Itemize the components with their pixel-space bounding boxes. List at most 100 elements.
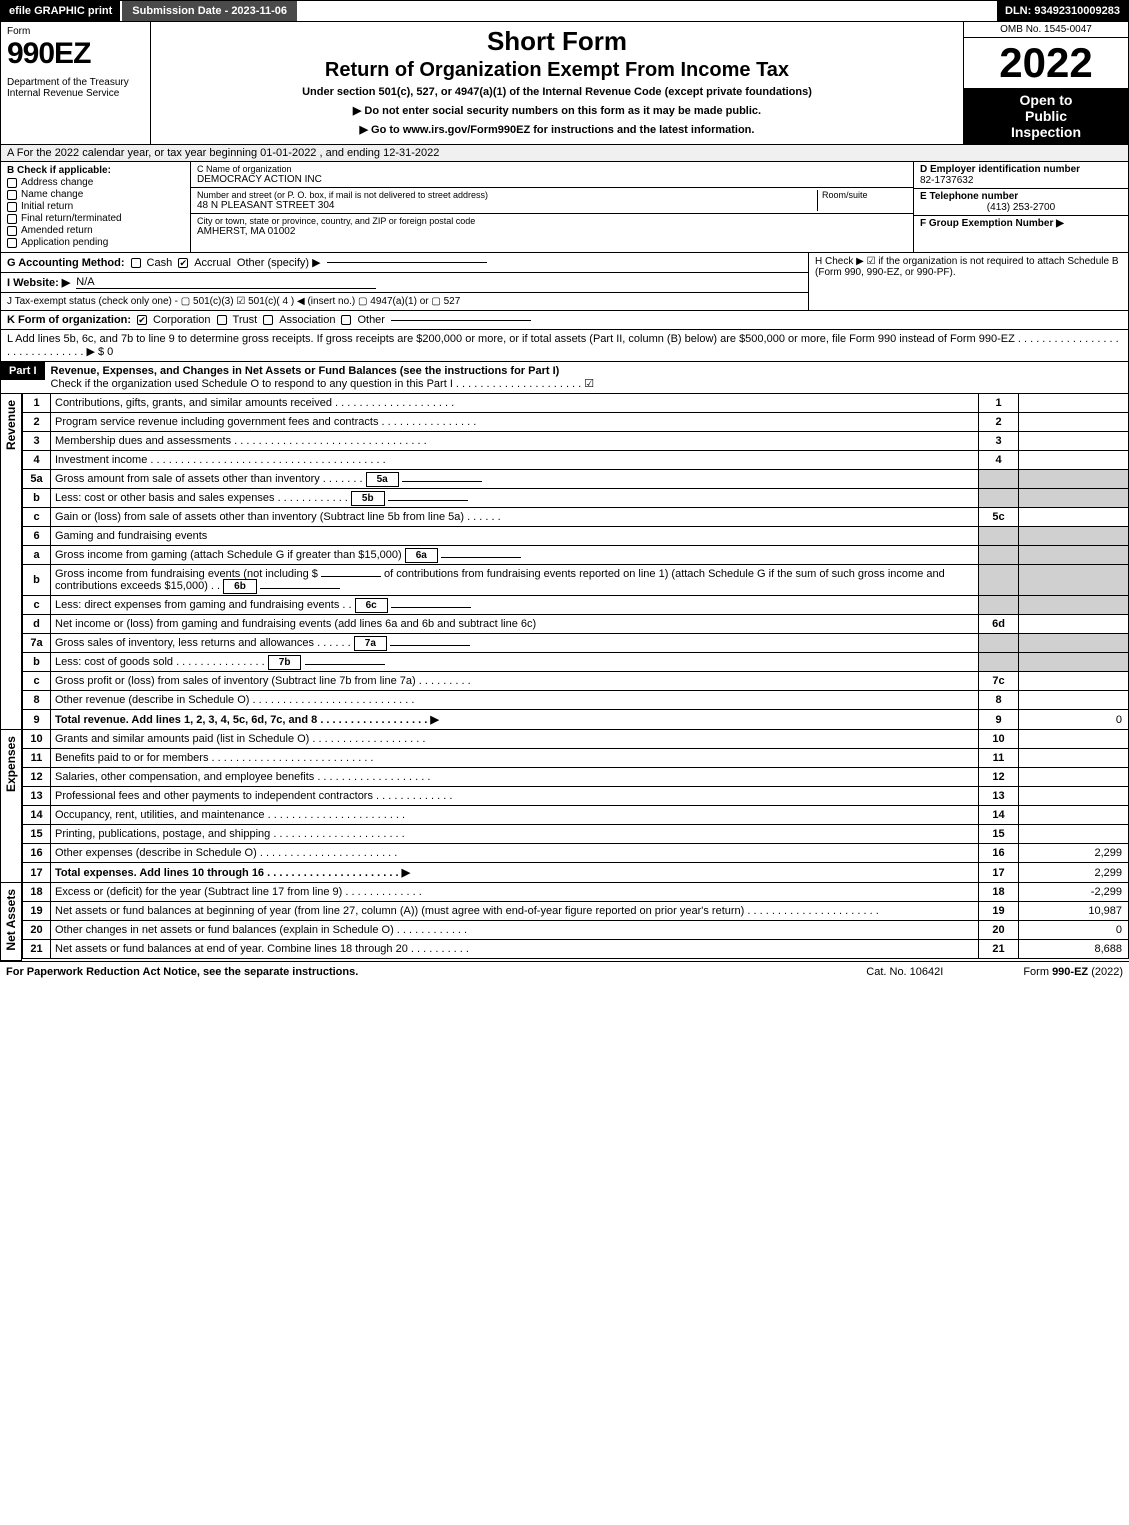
subtitle: Under section 501(c), 527, or 4947(a)(1)…	[159, 86, 955, 98]
ein-label: D Employer identification number	[920, 164, 1080, 175]
ln13-desc: Professional fees and other payments to …	[51, 787, 979, 806]
block-b: B Check if applicable: Address change Na…	[1, 162, 191, 252]
ln16-num: 16	[23, 844, 51, 863]
k-other-input[interactable]	[391, 320, 531, 321]
ln6d-num: d	[23, 615, 51, 634]
efile-label[interactable]: efile GRAPHIC print	[1, 1, 120, 21]
ln6d-ref: 6d	[979, 615, 1019, 634]
ln6-num: 6	[23, 527, 51, 546]
k-opt-0: Corporation	[153, 314, 210, 326]
ln5a-ref	[979, 470, 1019, 489]
c-city-label: City or town, state or province, country…	[197, 216, 907, 226]
form-number: 990EZ	[7, 37, 144, 71]
ln7c-num: c	[23, 672, 51, 691]
expenses-section: Expenses 10Grants and similar amounts pa…	[0, 730, 1129, 883]
badge-line3: Inspection	[968, 124, 1124, 140]
ln9-ref: 9	[979, 710, 1019, 730]
part1-badge: Part I	[1, 362, 45, 380]
tel-value: (413) 253-2700	[920, 202, 1122, 213]
ln4-desc: Investment income . . . . . . . . . . . …	[51, 451, 979, 470]
netassets-table: 18Excess or (deficit) for the year (Subt…	[22, 883, 1129, 959]
ln20-ref: 20	[979, 921, 1019, 940]
ln9-amt: 0	[1019, 710, 1129, 730]
org-address: 48 N PLEASANT STREET 304	[197, 200, 817, 211]
ln21-amt: 8,688	[1019, 940, 1129, 959]
ln8-num: 8	[23, 691, 51, 710]
b-opt-2: Initial return	[21, 201, 73, 212]
ln17-ref: 17	[979, 863, 1019, 883]
ln3-desc: Membership dues and assessments . . . . …	[51, 432, 979, 451]
ln6c-amt	[1019, 596, 1129, 615]
ln19-num: 19	[23, 902, 51, 921]
org-city: AMHERST, MA 01002	[197, 226, 907, 237]
line-a: A For the 2022 calendar year, or tax yea…	[0, 145, 1129, 162]
ln8-amt	[1019, 691, 1129, 710]
ln7c-ref: 7c	[979, 672, 1019, 691]
ln6a-desc: Gross income from gaming (attach Schedul…	[51, 546, 979, 565]
chk-association[interactable]	[263, 315, 273, 325]
ln5a-num: 5a	[23, 470, 51, 489]
box-6a: 6a	[405, 548, 438, 563]
ln6c-ref	[979, 596, 1019, 615]
chk-cash[interactable]	[131, 258, 141, 268]
part1-sub: Check if the organization used Schedule …	[51, 378, 595, 390]
b-opt-1: Name change	[21, 189, 83, 200]
chk-accrual[interactable]	[178, 258, 188, 268]
dln: DLN: 93492310009283	[997, 1, 1128, 21]
g-other-input[interactable]	[327, 262, 487, 263]
part1-header: Part I Revenue, Expenses, and Changes in…	[0, 362, 1129, 394]
ln1-ref: 1	[979, 394, 1019, 413]
chk-amended-return[interactable]	[7, 226, 17, 236]
ln4-ref: 4	[979, 451, 1019, 470]
ln15-amt	[1019, 825, 1129, 844]
form-header: Form 990EZ Department of the Treasury In…	[0, 22, 1129, 145]
ln16-ref: 16	[979, 844, 1019, 863]
chk-trust[interactable]	[217, 315, 227, 325]
open-public-badge: Open to Public Inspection	[964, 88, 1128, 144]
i-label: I Website: ▶	[7, 276, 70, 289]
ln21-desc: Net assets or fund balances at end of ye…	[51, 940, 979, 959]
ln5c-amt	[1019, 508, 1129, 527]
ln11-amt	[1019, 749, 1129, 768]
chk-corporation[interactable]	[137, 315, 147, 325]
g-opt-2: Other (specify) ▶	[237, 256, 321, 269]
ln10-desc: Grants and similar amounts paid (list in…	[51, 730, 979, 749]
dept-label: Department of the Treasury Internal Reve…	[7, 77, 144, 99]
ln17-amt: 2,299	[1019, 863, 1129, 883]
ln6d-desc: Net income or (loss) from gaming and fun…	[51, 615, 979, 634]
b-opt-3: Final return/terminated	[21, 213, 122, 224]
expenses-side-label: Expenses	[0, 730, 22, 883]
ln18-num: 18	[23, 883, 51, 902]
chk-address-change[interactable]	[7, 178, 17, 188]
ln6b-desc: Gross income from fundraising events (no…	[51, 565, 979, 596]
ln7c-desc: Gross profit or (loss) from sales of inv…	[51, 672, 979, 691]
ln20-num: 20	[23, 921, 51, 940]
ln7a-ref	[979, 634, 1019, 653]
chk-name-change[interactable]	[7, 190, 17, 200]
form-title-block: Short Form Return of Organization Exempt…	[151, 22, 963, 144]
ln7c-amt	[1019, 672, 1129, 691]
revenue-side-label: Revenue	[0, 394, 22, 730]
chk-other-org[interactable]	[341, 315, 351, 325]
ln19-desc: Net assets or fund balances at beginning…	[51, 902, 979, 921]
goto-link[interactable]: ▶ Go to www.irs.gov/Form990EZ for instru…	[159, 123, 955, 136]
ln17-num: 17	[23, 863, 51, 883]
box-6c: 6c	[355, 598, 388, 613]
tax-year: 2022	[964, 38, 1128, 88]
ln6c-desc: Less: direct expenses from gaming and fu…	[51, 596, 979, 615]
ln11-num: 11	[23, 749, 51, 768]
ln5a-amt	[1019, 470, 1129, 489]
ln4-amt	[1019, 451, 1129, 470]
ln19-amt: 10,987	[1019, 902, 1129, 921]
ln15-desc: Printing, publications, postage, and shi…	[51, 825, 979, 844]
line-j: J Tax-exempt status (check only one) - ▢…	[1, 293, 808, 310]
ln10-num: 10	[23, 730, 51, 749]
chk-application-pending[interactable]	[7, 238, 17, 248]
ln7a-amt	[1019, 634, 1129, 653]
ln7b-amt	[1019, 653, 1129, 672]
line-g: G Accounting Method: Cash Accrual Other …	[1, 253, 808, 273]
chk-initial-return[interactable]	[7, 202, 17, 212]
ln3-amt	[1019, 432, 1129, 451]
ln2-desc: Program service revenue including govern…	[51, 413, 979, 432]
chk-final-return[interactable]	[7, 214, 17, 224]
